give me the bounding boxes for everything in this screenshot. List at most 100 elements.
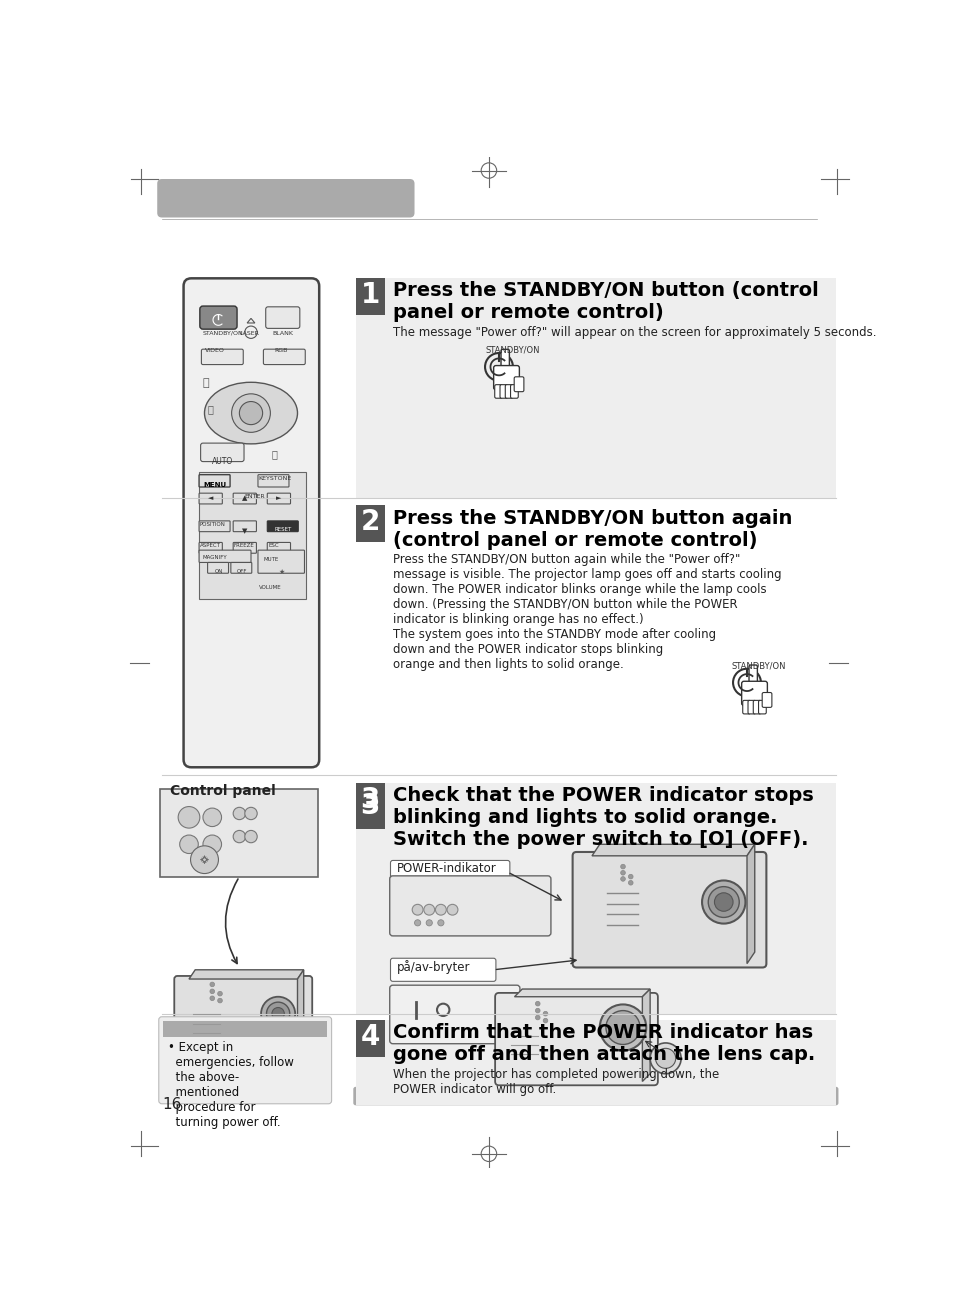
Circle shape [412, 904, 422, 916]
Bar [355, 278, 835, 497]
FancyBboxPatch shape [231, 563, 252, 573]
FancyBboxPatch shape [353, 1086, 838, 1105]
FancyBboxPatch shape [572, 851, 765, 967]
Text: ▼: ▼ [242, 527, 247, 534]
Circle shape [203, 834, 221, 854]
Bar [355, 1019, 835, 1105]
FancyBboxPatch shape [201, 349, 243, 365]
Text: RESET: RESET [274, 527, 291, 533]
Text: VIDEO: VIDEO [204, 348, 224, 353]
FancyBboxPatch shape [510, 384, 517, 399]
Text: Press the STANDBY/ON button again while the "Power off?"
message is visible. The: Press the STANDBY/ON button again while … [393, 554, 781, 672]
FancyBboxPatch shape [263, 349, 305, 365]
Circle shape [210, 989, 214, 993]
Circle shape [628, 874, 633, 879]
FancyBboxPatch shape [208, 563, 229, 573]
Circle shape [217, 998, 222, 1002]
FancyBboxPatch shape [390, 861, 509, 883]
Circle shape [217, 992, 222, 996]
Bar [355, 505, 385, 542]
FancyBboxPatch shape [267, 521, 298, 531]
FancyBboxPatch shape [233, 493, 256, 504]
FancyBboxPatch shape [493, 366, 518, 390]
Circle shape [203, 808, 221, 827]
Circle shape [535, 1001, 539, 1006]
Text: ON: ON [214, 568, 222, 573]
Text: Confirm that the POWER indicator has
gone off and then attach the lens cap.: Confirm that the POWER indicator has gon… [393, 1023, 814, 1064]
Ellipse shape [204, 382, 297, 443]
Bar [355, 1019, 385, 1056]
Text: 3: 3 [360, 791, 379, 820]
Circle shape [426, 920, 432, 926]
FancyBboxPatch shape [199, 550, 251, 563]
FancyBboxPatch shape [174, 976, 312, 1063]
Circle shape [423, 904, 435, 916]
Text: ASPECT: ASPECT [199, 543, 220, 548]
Text: 3: 3 [360, 786, 379, 813]
Circle shape [210, 996, 214, 1001]
FancyBboxPatch shape [390, 958, 496, 981]
Text: ⛷: ⛷ [208, 404, 213, 415]
FancyBboxPatch shape [267, 493, 291, 504]
Text: ⛷: ⛷ [271, 449, 277, 459]
Text: FREEZE: FREEZE [233, 543, 254, 548]
FancyBboxPatch shape [199, 493, 222, 504]
Circle shape [233, 830, 245, 842]
FancyBboxPatch shape [257, 550, 304, 573]
Circle shape [435, 904, 446, 916]
Circle shape [649, 1043, 680, 1073]
Text: ESC: ESC [268, 543, 278, 548]
Text: STANDBY/ON: STANDBY/ON [731, 661, 785, 670]
Bar [355, 783, 385, 829]
FancyBboxPatch shape [200, 443, 244, 462]
Circle shape [447, 904, 457, 916]
Circle shape [628, 880, 633, 886]
FancyBboxPatch shape [758, 701, 765, 714]
FancyBboxPatch shape [753, 701, 760, 714]
FancyBboxPatch shape [257, 475, 289, 487]
Text: OFF: OFF [236, 568, 247, 573]
Bar [199, 472, 306, 600]
Text: ▲: ▲ [242, 496, 247, 501]
Circle shape [707, 887, 739, 917]
FancyBboxPatch shape [495, 384, 502, 399]
Text: AUTO: AUTO [212, 457, 233, 466]
Text: KEYSTONE: KEYSTONE [258, 476, 292, 482]
Text: When the projector has completed powering down, the
POWER indicator will go off.: When the projector has completed powerin… [393, 1068, 719, 1096]
Polygon shape [592, 845, 754, 855]
FancyBboxPatch shape [158, 1017, 332, 1103]
Text: BLANK: BLANK [273, 331, 294, 336]
Bar [355, 783, 385, 820]
Circle shape [535, 1015, 539, 1019]
Text: 4: 4 [360, 1023, 379, 1051]
Text: Check that the POWER indicator stops
blinking and lights to solid orange.
Switch: Check that the POWER indicator stops bli… [393, 786, 813, 849]
Text: LASER: LASER [239, 331, 259, 336]
Circle shape [542, 1012, 547, 1015]
Circle shape [605, 1010, 639, 1044]
Text: • Except in
  emergencies, follow
  the above-
  mentioned
  procedure for
  tur: • Except in emergencies, follow the abov… [168, 1042, 294, 1130]
FancyBboxPatch shape [742, 701, 750, 714]
FancyBboxPatch shape [505, 384, 513, 399]
Circle shape [620, 870, 624, 875]
Circle shape [620, 876, 624, 882]
FancyBboxPatch shape [495, 993, 658, 1085]
Text: VOLUME: VOLUME [258, 585, 281, 590]
Bar [163, 1021, 327, 1036]
Text: Control panel: Control panel [170, 785, 275, 798]
Text: RGB: RGB [274, 348, 287, 353]
FancyBboxPatch shape [390, 876, 550, 935]
FancyBboxPatch shape [266, 307, 299, 328]
Text: MUTE: MUTE [263, 558, 278, 562]
FancyBboxPatch shape [233, 542, 256, 554]
FancyBboxPatch shape [199, 542, 222, 554]
FancyBboxPatch shape [267, 542, 291, 554]
Circle shape [599, 1005, 645, 1051]
FancyBboxPatch shape [199, 521, 230, 531]
Circle shape [232, 394, 270, 433]
FancyBboxPatch shape [500, 349, 509, 371]
Text: ◄: ◄ [208, 496, 213, 501]
Polygon shape [297, 970, 303, 1060]
Text: MENU: MENU [203, 482, 226, 488]
Text: ENTER: ENTER [245, 493, 265, 499]
Text: STANDBY/ON: STANDBY/ON [484, 345, 539, 354]
